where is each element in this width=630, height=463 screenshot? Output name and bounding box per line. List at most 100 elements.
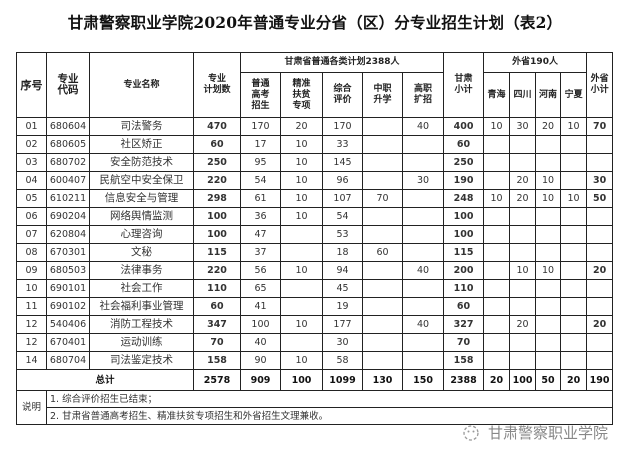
table-cell bbox=[560, 207, 588, 226]
table-cell: 40 bbox=[401, 117, 445, 136]
table-cell bbox=[586, 153, 614, 172]
table-cell: 327 bbox=[443, 315, 485, 334]
table-cell: 60 bbox=[193, 135, 241, 154]
table-cell bbox=[401, 225, 445, 244]
table-cell bbox=[483, 225, 511, 244]
table-cell bbox=[483, 243, 511, 262]
header-putong: 普通 高考 招生 bbox=[240, 72, 281, 118]
table-cell bbox=[509, 207, 537, 226]
table-cell: 65 bbox=[240, 279, 281, 298]
header-gansu-subtotal: 甘肃 小计 bbox=[443, 52, 485, 118]
table-cell: 70 bbox=[443, 333, 485, 352]
table-cell: 40 bbox=[240, 333, 281, 352]
table-cell: 17 bbox=[240, 135, 281, 154]
table-cell: 61 bbox=[240, 189, 281, 208]
table-cell: 36 bbox=[240, 207, 281, 226]
table-cell bbox=[560, 351, 588, 370]
table-cell bbox=[586, 297, 614, 316]
table-cell bbox=[362, 207, 403, 226]
watermark: 甘肃警察职业学院 bbox=[460, 422, 608, 443]
table-cell bbox=[362, 171, 403, 190]
table-cell bbox=[483, 207, 511, 226]
table-cell bbox=[535, 333, 562, 352]
table-row: 06 690204 网络舆情监测 100 36 10 54 100 bbox=[16, 207, 614, 226]
table-cell: 107 bbox=[322, 189, 363, 208]
total-cell: 2388 bbox=[443, 369, 485, 391]
table-cell: 02 bbox=[16, 135, 47, 154]
table-cell bbox=[280, 243, 323, 262]
header-plan: 专业 计划数 bbox=[193, 52, 241, 118]
table-cell bbox=[560, 153, 588, 172]
table-cell: 177 bbox=[322, 315, 363, 334]
table-cell: 信息安全与管理 bbox=[89, 189, 194, 208]
table-cell: 10 bbox=[280, 135, 323, 154]
table-cell: 60 bbox=[443, 297, 485, 316]
table-cell bbox=[280, 225, 323, 244]
note-item: 2. 甘肃省普通高考招生、精准扶贫专项招生和外省招生文理兼收。 bbox=[45, 407, 614, 425]
table-cell: 170 bbox=[240, 117, 281, 136]
table-cell: 100 bbox=[443, 225, 485, 244]
table-cell: 12 bbox=[16, 315, 47, 334]
total-row: 总计 2578 909 100 1099 130 150 2388 20 100… bbox=[16, 369, 614, 391]
table-cell: 47 bbox=[240, 225, 281, 244]
table-cell: 110 bbox=[443, 279, 485, 298]
table-cell: 10 bbox=[280, 315, 323, 334]
wechat-icon bbox=[463, 424, 479, 441]
table-cell: 347 bbox=[193, 315, 241, 334]
table-cell: 58 bbox=[322, 351, 363, 370]
table-cell: 10 bbox=[280, 153, 323, 172]
table-cell bbox=[535, 135, 562, 154]
table-cell bbox=[362, 315, 403, 334]
table-cell: 680604 bbox=[46, 117, 90, 136]
note-item: 1. 综合评价招生已结束； bbox=[45, 390, 614, 408]
table-row: 11 690102 社会福利事业管理 60 41 19 60 bbox=[16, 297, 614, 316]
table-cell bbox=[535, 315, 562, 334]
table-cell bbox=[362, 153, 403, 172]
table-cell bbox=[280, 279, 323, 298]
total-cell: 130 bbox=[362, 369, 403, 391]
note-row: 2. 甘肃省普通高考招生、精准扶贫专项招生和外省招生文理兼收。 bbox=[17, 407, 614, 425]
total-cell: 20 bbox=[560, 369, 588, 391]
table-cell: 09 bbox=[16, 261, 47, 280]
table-cell bbox=[586, 243, 614, 262]
table-cell: 94 bbox=[322, 261, 363, 280]
table-cell: 50 bbox=[586, 189, 614, 208]
table-cell: 20 bbox=[535, 117, 562, 136]
total-cell: 190 bbox=[586, 369, 614, 391]
table-cell bbox=[560, 297, 588, 316]
table-cell: 心理咨询 bbox=[89, 225, 194, 244]
table-cell bbox=[560, 279, 588, 298]
table-cell bbox=[362, 297, 403, 316]
table-cell: 190 bbox=[443, 171, 485, 190]
table-cell bbox=[483, 153, 511, 172]
table-cell: 60 bbox=[193, 297, 241, 316]
total-cell: 2578 bbox=[193, 369, 241, 391]
page-title: 甘肃警察职业学院2020年普通专业分省（区）分专业招生计划（表2） bbox=[67, 13, 563, 32]
total-cell: 50 bbox=[535, 369, 562, 391]
table-cell: 安全防范技术 bbox=[89, 153, 194, 172]
total-cell: 150 bbox=[401, 369, 445, 391]
table-cell: 10 bbox=[280, 189, 323, 208]
table-cell bbox=[401, 243, 445, 262]
table-cell bbox=[560, 315, 588, 334]
table-cell: 社会工作 bbox=[89, 279, 194, 298]
table-cell bbox=[362, 279, 403, 298]
table-cell bbox=[401, 279, 445, 298]
table-cell: 10 bbox=[483, 189, 511, 208]
table-cell: 10 bbox=[535, 189, 562, 208]
table-cell bbox=[483, 297, 511, 316]
table-cell bbox=[586, 135, 614, 154]
table-cell: 56 bbox=[240, 261, 281, 280]
table-cell: 10 bbox=[509, 261, 537, 280]
table-row: 08 670301 文秘 115 37 18 60 115 bbox=[16, 243, 614, 262]
table-row: 10 690101 社会工作 110 65 45 110 bbox=[16, 279, 614, 298]
table-cell bbox=[362, 261, 403, 280]
table-cell bbox=[401, 297, 445, 316]
table-cell: 网络舆情监测 bbox=[89, 207, 194, 226]
table-cell: 文秘 bbox=[89, 243, 194, 262]
header-name: 专业名称 bbox=[89, 52, 194, 118]
table-cell: 45 bbox=[322, 279, 363, 298]
header-qinghai: 青海 bbox=[483, 72, 511, 118]
table-cell: 248 bbox=[443, 189, 485, 208]
table-cell: 145 bbox=[322, 153, 363, 172]
